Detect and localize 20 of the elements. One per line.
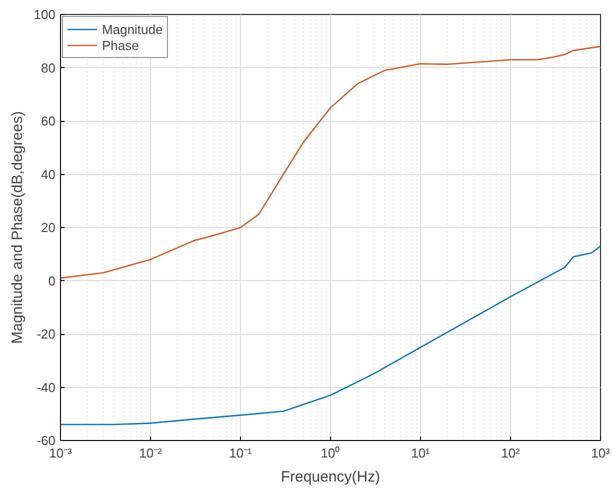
y-tick-label: 100 <box>34 7 56 22</box>
y-tick-label: 40 <box>41 166 56 182</box>
y-tick-label: -40 <box>36 380 56 395</box>
legend-label: Phase <box>102 37 139 53</box>
y-tick-label: -60 <box>36 433 56 448</box>
y-tick-label: 20 <box>41 220 56 235</box>
x-tick-label: 10⁰ <box>320 446 340 460</box>
x-tick-label: 10⁻¹ <box>229 446 253 460</box>
y-tick-label: 0 <box>48 273 56 288</box>
legend-label: Magnitude <box>102 21 163 37</box>
x-tick-label: 10⁻² <box>139 446 163 460</box>
y-tick-label: -20 <box>36 326 56 342</box>
x-tick-label: 10⁻³ <box>49 446 73 460</box>
x-tick-label: 10¹ <box>411 446 431 460</box>
x-tick-label: 10² <box>501 446 521 460</box>
x-axis-title: Frequency(Hz) <box>280 468 380 486</box>
y-axis-title: Magnitude and Phase(dB,degrees) <box>8 111 26 344</box>
x-tick-label: 10³ <box>591 446 611 460</box>
y-tick-label: 60 <box>41 114 56 128</box>
y-tick-label: 80 <box>41 60 56 76</box>
